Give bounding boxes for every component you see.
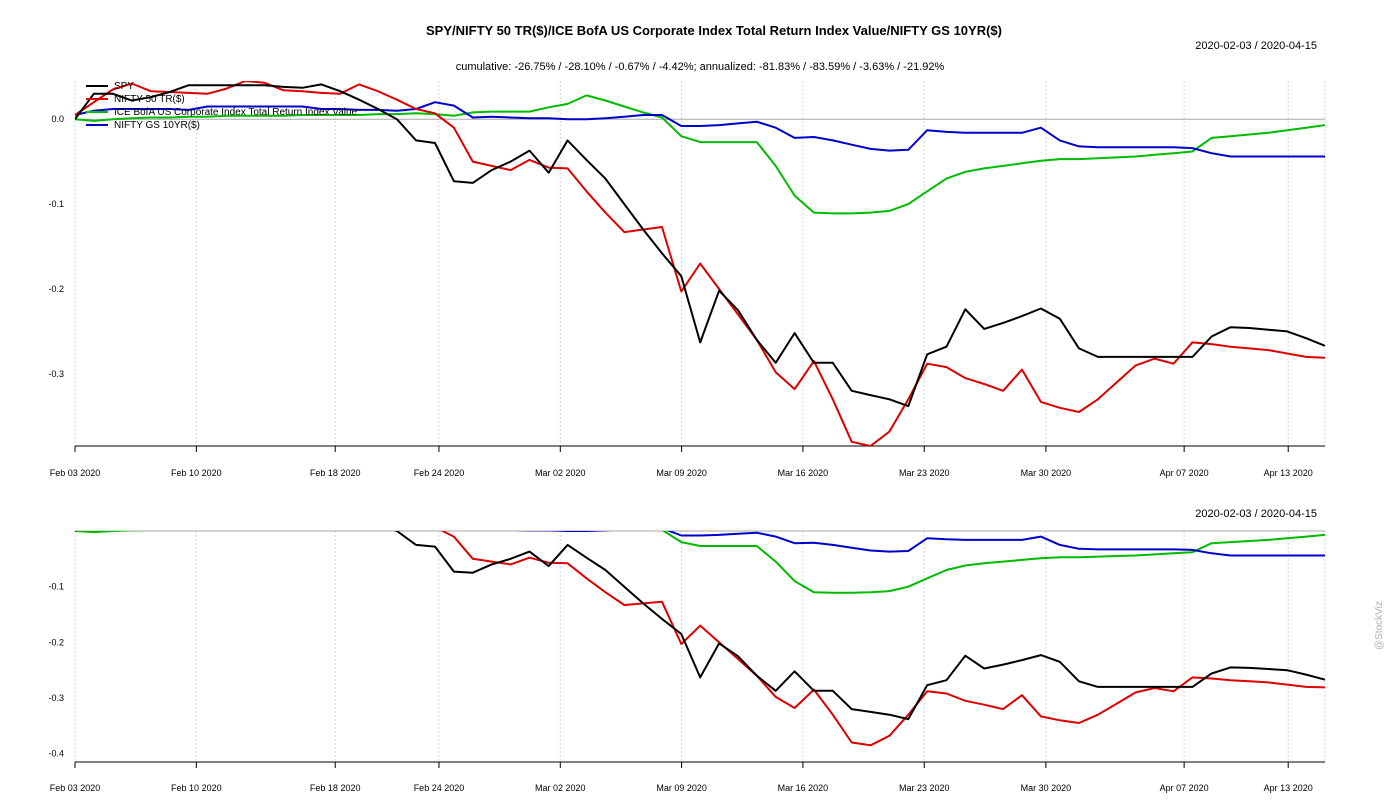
legend-label-corp: ICE BofA US Corporate Index Total Return…: [114, 107, 358, 118]
watermark: @StockViz: [1374, 601, 1385, 650]
bottom-date-range: 2020-02-03 / 2020-04-15: [1195, 508, 1317, 520]
x-tick-label: Feb 18 2020: [310, 468, 361, 478]
x-tick-label: Mar 02 2020: [535, 783, 586, 793]
series-line-spy: [75, 531, 1325, 721]
series-line-nifty50: [75, 81, 1325, 446]
top-date-range: 2020-02-03 / 2020-04-15: [1195, 40, 1317, 52]
y-tick-label: -0.2: [48, 284, 64, 294]
series-line-corp: [75, 94, 1325, 215]
bottom-panel: Feb 03 2020 Feb 10 2020 Feb 18 2020 Feb 24 …: [48, 530, 1326, 793]
x-tick-label: Mar 30 2020: [1021, 468, 1072, 478]
x-tick-label: Feb 03 2020: [50, 468, 101, 478]
legend-label-nifty50: NIFTY 50 TR($): [114, 94, 185, 105]
x-tick-label: Mar 23 2020: [899, 783, 950, 793]
chart-title: SPY/NIFTY 50 TR($)/ICE BofA US Corporate…: [426, 23, 1002, 38]
x-tick-label: Feb 10 2020: [171, 783, 222, 793]
x-tick-label: Mar 23 2020: [899, 468, 950, 478]
y-tick-label: -0.1: [48, 199, 64, 209]
x-tick-label: Mar 30 2020: [1021, 783, 1072, 793]
series-line-gs10: [75, 101, 1325, 158]
x-tick-label: Mar 09 2020: [656, 468, 707, 478]
x-tick-label: Feb 24 2020: [414, 783, 465, 793]
series-line-nifty50: [440, 531, 1325, 747]
x-tick-label: Mar 02 2020: [535, 468, 586, 478]
y-tick-label: -0.4: [48, 749, 64, 759]
y-tick-label: -0.1: [48, 582, 64, 592]
y-tick-label: -0.2: [48, 637, 64, 647]
x-tick-label: Feb 03 2020: [50, 783, 101, 793]
legend-label-spy: SPY: [114, 81, 134, 92]
x-tick-label: Apr 07 2020: [1160, 468, 1209, 478]
x-tick-label: Feb 18 2020: [310, 783, 361, 793]
top-panel: Feb 03 2020 Feb 10 2020 Feb 18 2020 Feb 24 …: [48, 81, 1326, 478]
x-tick-label: Feb 24 2020: [414, 468, 465, 478]
x-tick-label: Mar 09 2020: [656, 783, 707, 793]
legend-label-gs10: NIFTY GS 10YR($): [114, 120, 200, 131]
y-tick-label: 0.0: [51, 114, 64, 124]
x-tick-label: Mar 16 2020: [778, 783, 829, 793]
chart-subtitle: cumulative: -26.75% / -28.10% / -0.67% /…: [456, 61, 945, 73]
legend: SPY NIFTY 50 TR($) ICE BofA US Corporate I…: [86, 81, 358, 131]
x-tick-label: Apr 07 2020: [1160, 783, 1209, 793]
series-line-gs10: [514, 531, 1325, 557]
y-tick-label: -0.3: [48, 693, 64, 703]
x-tick-label: Apr 13 2020: [1264, 468, 1313, 478]
x-tick-label: Feb 10 2020: [171, 468, 222, 478]
x-tick-label: Mar 16 2020: [778, 468, 829, 478]
series-line-corp: [75, 531, 1325, 594]
series-line-spy: [75, 83, 1325, 408]
y-tick-label: -0.3: [48, 369, 64, 379]
x-tick-label: Apr 13 2020: [1264, 783, 1313, 793]
